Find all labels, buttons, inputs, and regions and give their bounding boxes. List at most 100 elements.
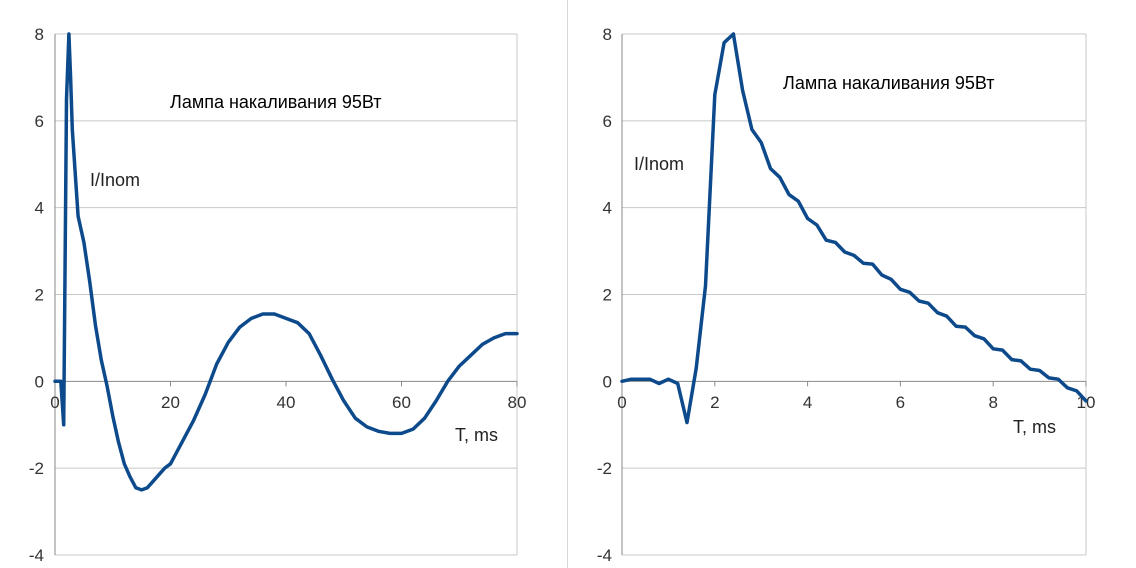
data-point: [954, 324, 958, 328]
data-point: [991, 347, 995, 351]
data-point: [105, 384, 109, 388]
y-tick-label: -4: [597, 546, 612, 565]
data-point: [238, 325, 242, 329]
data-point: [99, 358, 103, 362]
data-point: [1019, 359, 1023, 363]
x-tick-label: 20: [161, 393, 180, 412]
data-point: [1075, 389, 1079, 393]
data-point: [1066, 386, 1069, 390]
data-point: [59, 379, 63, 383]
data-point: [226, 340, 230, 344]
data-point: [694, 366, 698, 370]
data-point: [388, 432, 392, 435]
x-tick-label: 40: [277, 393, 296, 412]
data-point: [504, 332, 507, 335]
data-point: [815, 223, 819, 227]
x-axis-label: T, ms: [455, 425, 498, 445]
data-point: [629, 377, 633, 381]
x-tick-label: 8: [988, 393, 997, 412]
data-point: [908, 290, 912, 294]
data-point: [284, 316, 288, 320]
data-point: [787, 193, 791, 197]
data-point: [667, 377, 670, 381]
data-point: [871, 262, 874, 266]
data-point: [713, 93, 717, 97]
y-tick-label: 4: [603, 199, 612, 218]
y-tick-label: 6: [603, 112, 612, 131]
y-axis-label: I/Inom: [90, 170, 140, 190]
data-point: [880, 273, 884, 277]
data-point: [861, 261, 865, 265]
data-point: [750, 128, 754, 131]
data-point: [1038, 369, 1041, 372]
y-tick-label: -2: [29, 459, 44, 478]
data-point: [515, 332, 519, 335]
data-point: [639, 377, 642, 381]
x-tick-label: 0: [617, 393, 626, 412]
data-point: [122, 462, 126, 466]
y-tick-label: 2: [603, 286, 612, 305]
data-point: [759, 141, 763, 144]
y-tick-label: -4: [29, 546, 44, 565]
data-point: [852, 254, 856, 257]
data-point: [353, 416, 357, 420]
data-point: [806, 217, 809, 220]
data-point: [769, 167, 772, 170]
y-tick-label: -2: [597, 459, 612, 478]
data-point: [480, 343, 484, 346]
x-tick-label: 60: [392, 393, 411, 412]
data-point: [492, 336, 496, 340]
data-point: [741, 89, 745, 92]
y-tick-label: 6: [35, 112, 44, 131]
data-point: [796, 199, 800, 203]
data-point: [134, 486, 138, 490]
x-tick-label: 2: [710, 393, 719, 412]
y-tick-label: 8: [35, 25, 44, 44]
x-tick-label: 4: [803, 393, 812, 412]
x-tick-label: 0: [50, 393, 59, 412]
data-point: [982, 337, 986, 341]
y-tick-label: 2: [35, 286, 44, 305]
y-tick-label: 4: [35, 199, 44, 218]
data-point: [377, 429, 380, 433]
data-point: [434, 399, 438, 403]
data-point: [963, 325, 967, 329]
data-point: [249, 316, 253, 320]
data-point: [400, 432, 403, 435]
data-point: [117, 440, 120, 444]
data-point: [1056, 377, 1060, 381]
data-point: [1084, 399, 1088, 403]
data-point: [69, 76, 72, 79]
data-point: [215, 362, 219, 366]
data-point: [307, 332, 311, 335]
data-point: [676, 382, 680, 385]
y-tick-label: 0: [603, 372, 612, 391]
data-point: [1047, 376, 1051, 380]
data-point: [76, 214, 80, 218]
data-point: [151, 479, 155, 483]
data-point: [722, 41, 726, 45]
data-point: [926, 301, 930, 305]
data-point: [843, 250, 847, 254]
data-point: [180, 440, 184, 444]
data-point: [973, 334, 977, 338]
data-point: [834, 241, 837, 244]
data-point: [899, 287, 902, 291]
data-point: [65, 97, 68, 101]
data-point: [945, 314, 949, 318]
data-point: [128, 475, 132, 479]
data-point: [731, 32, 735, 36]
data-point: [365, 425, 369, 429]
data-point: [469, 353, 473, 357]
data-point: [936, 311, 939, 315]
data-point: [70, 128, 74, 131]
data-point: [163, 466, 167, 470]
data-point: [778, 175, 782, 179]
y-tick-label: 8: [603, 25, 612, 44]
data-point: [685, 421, 689, 424]
data-point: [657, 382, 661, 385]
data-point: [330, 377, 334, 381]
y-axis-label: I/Inom: [634, 154, 684, 174]
